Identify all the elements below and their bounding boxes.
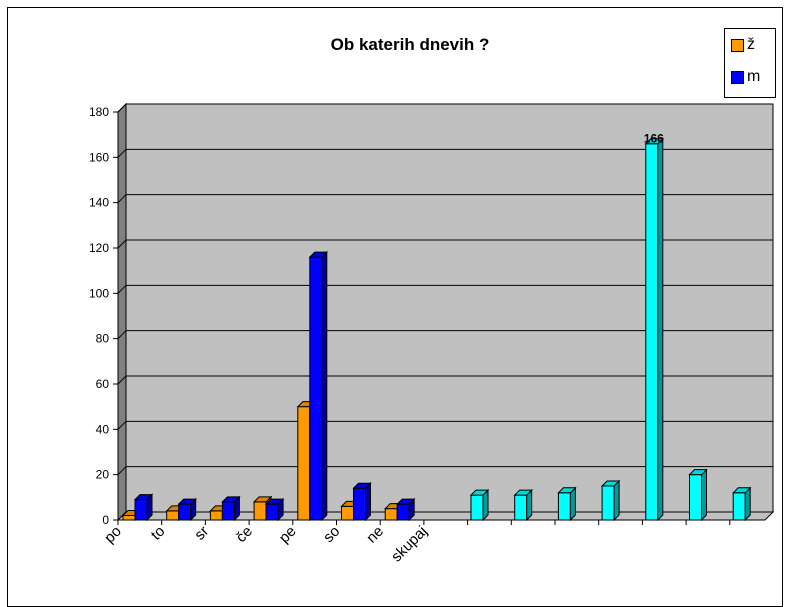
y-tick-label: 60 bbox=[96, 377, 110, 391]
x-tick-label: so bbox=[320, 523, 343, 546]
bar-skupaj-5-top bbox=[688, 469, 708, 476]
x-tick-label: to bbox=[148, 523, 169, 544]
y-tick-label: 160 bbox=[89, 150, 109, 164]
bar-z-6-front bbox=[384, 508, 398, 521]
bar-m-6-top bbox=[395, 498, 416, 505]
bar-m-3-front bbox=[265, 503, 279, 521]
bar-z-3-top bbox=[252, 496, 273, 503]
bar-skupaj-0 bbox=[469, 488, 490, 522]
bar-m-2 bbox=[221, 495, 241, 522]
bar-skupaj-0-front bbox=[470, 494, 484, 521]
bar-z-4-front bbox=[297, 406, 311, 521]
bar-skupaj-3-top bbox=[600, 480, 621, 487]
gridline-side bbox=[117, 330, 127, 340]
bar-skupaj-4 bbox=[644, 137, 665, 522]
bar-skupaj-5-front bbox=[689, 474, 702, 521]
bar-skupaj-6-front bbox=[732, 492, 746, 521]
bar-skupaj-4-side bbox=[657, 137, 664, 522]
bar-m-4 bbox=[308, 250, 329, 522]
bar-skupaj-0-top bbox=[469, 489, 490, 496]
x-tick-label: če bbox=[233, 523, 256, 546]
bar-m-2-front bbox=[221, 501, 235, 521]
y-tick-label: 180 bbox=[89, 105, 109, 119]
bar-z-1-front bbox=[166, 510, 180, 521]
bar-skupaj-1 bbox=[513, 488, 533, 522]
back-wall bbox=[125, 103, 774, 513]
bar-skupaj-2-front bbox=[557, 492, 571, 521]
bar-m-3 bbox=[264, 497, 285, 522]
bar-skupaj-2 bbox=[557, 486, 577, 522]
bar-skupaj-1-front bbox=[514, 494, 528, 521]
legend-label-z: ž bbox=[747, 36, 755, 53]
side-wall bbox=[117, 102, 127, 522]
x-tick-label: sr bbox=[191, 523, 212, 544]
legend-item-m: m bbox=[731, 67, 760, 87]
bar-m-5 bbox=[352, 482, 372, 522]
bar-m-1-front bbox=[178, 503, 192, 521]
y-tick-label: 0 bbox=[102, 513, 109, 527]
data-label-166: 166 bbox=[644, 132, 664, 146]
bar-m-5-top bbox=[352, 482, 372, 489]
legend-item-z: ž bbox=[731, 35, 755, 55]
bar-skupaj-5 bbox=[688, 468, 708, 522]
y-tick-label: 20 bbox=[96, 468, 110, 482]
bar-m-6 bbox=[395, 497, 416, 522]
y-tick-label: 140 bbox=[89, 196, 109, 210]
x-tick-label: ne bbox=[363, 523, 387, 547]
y-tick-label: 100 bbox=[89, 286, 109, 300]
bar-skupaj-6-top bbox=[731, 487, 752, 494]
bar-skupaj-6 bbox=[731, 486, 752, 522]
legend-label-m: m bbox=[747, 68, 761, 85]
bar-skupaj-3-side bbox=[613, 479, 620, 522]
legend-swatch-m bbox=[731, 70, 744, 84]
legend-swatch-z bbox=[731, 38, 744, 52]
bar-z-0-front bbox=[122, 514, 136, 521]
bar-skupaj-3 bbox=[600, 479, 621, 522]
gridline-side bbox=[117, 466, 127, 476]
bar-m-0-top bbox=[133, 494, 154, 501]
gridline-side bbox=[117, 194, 127, 204]
x-tick-label: pe bbox=[276, 523, 300, 547]
bar-skupaj-3-front bbox=[601, 485, 615, 521]
y-tick-label: 120 bbox=[89, 241, 109, 255]
bar-m-1-top bbox=[177, 498, 197, 505]
bar-m-0 bbox=[133, 493, 154, 522]
y-tick-label: 80 bbox=[96, 332, 110, 346]
bar-skupaj-2-top bbox=[557, 487, 577, 494]
gridline-side bbox=[117, 284, 127, 294]
bar-z-5-front bbox=[341, 505, 354, 521]
bar-m-5-front bbox=[353, 487, 366, 521]
bar-m-3-top bbox=[264, 498, 285, 505]
chart-title: Ob katerih dnevih ? bbox=[330, 35, 490, 54]
bar-m-4-side bbox=[321, 250, 328, 522]
bar-m-5-side bbox=[365, 482, 371, 522]
bar-skupaj-4-top bbox=[644, 138, 665, 145]
gridline-side bbox=[117, 420, 127, 430]
gridline-side bbox=[117, 148, 127, 158]
bar-z-3-front bbox=[253, 501, 267, 521]
bar-m-2-top bbox=[221, 496, 241, 503]
gridline-side bbox=[117, 103, 127, 113]
bar-skupaj-1-top bbox=[513, 489, 533, 496]
chart-legend: ž m bbox=[724, 28, 776, 98]
bar-m-6-front bbox=[396, 503, 410, 521]
bar-m-4-top bbox=[308, 251, 329, 258]
bar-m-1 bbox=[177, 497, 197, 522]
bar-skupaj-5-side bbox=[701, 468, 707, 522]
gridline-side bbox=[117, 239, 127, 249]
y-tick-label: 40 bbox=[96, 422, 110, 436]
bar-m-0-front bbox=[134, 499, 148, 521]
bar-z-2-front bbox=[209, 510, 223, 521]
gridline-side bbox=[117, 375, 127, 385]
bar-skupaj-4-front bbox=[645, 143, 659, 521]
bar-m-4-front bbox=[309, 256, 323, 521]
x-tick-label: skupaj bbox=[388, 523, 431, 566]
